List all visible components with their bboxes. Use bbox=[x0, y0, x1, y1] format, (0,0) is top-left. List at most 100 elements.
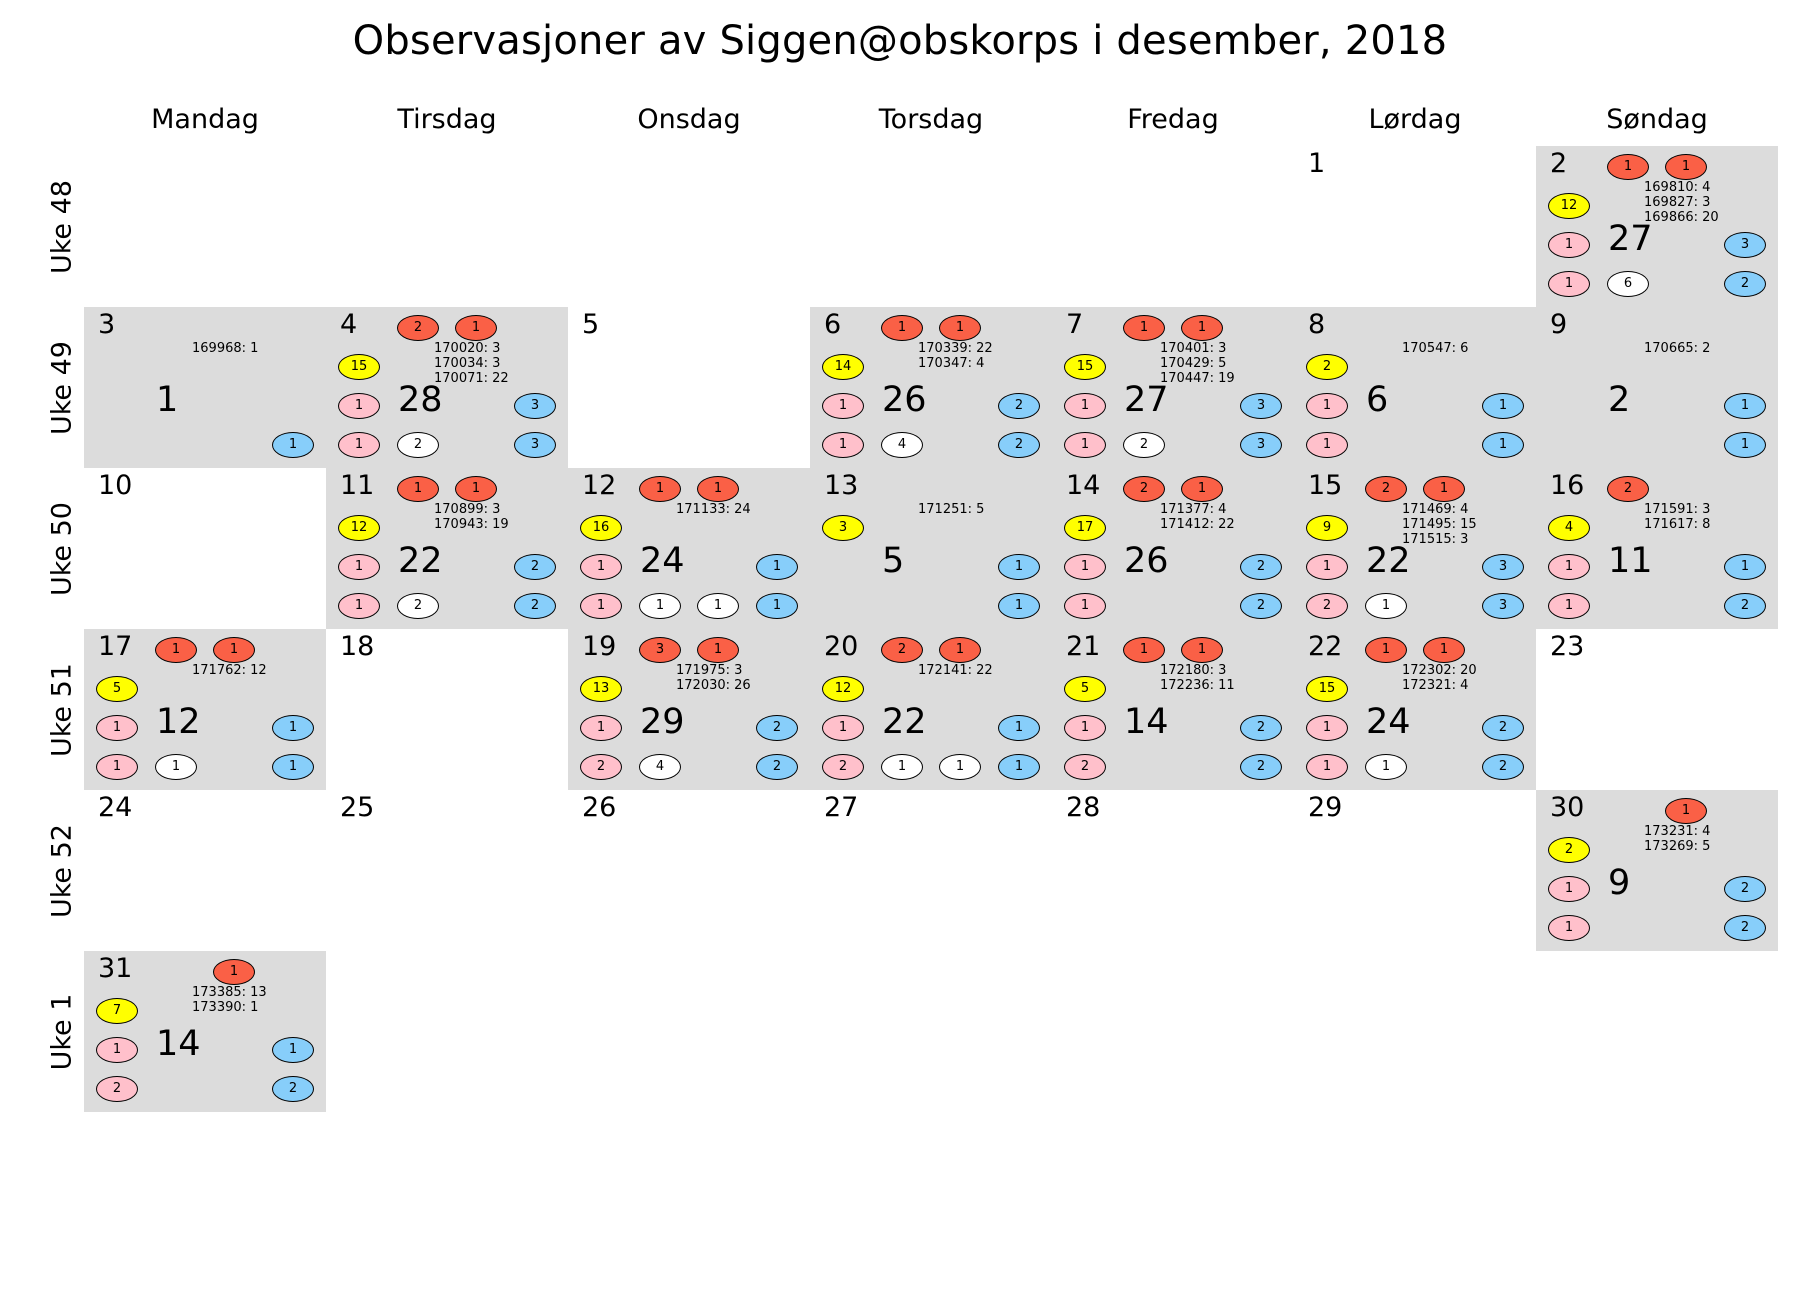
count-oval-red: 2 bbox=[397, 315, 439, 341]
count-oval-blue: 1 bbox=[998, 715, 1040, 741]
day-name-6: Søndag bbox=[1606, 104, 1708, 135]
count-oval-pink: 1 bbox=[338, 554, 380, 580]
observation-ids: 171133: 24 bbox=[676, 502, 751, 517]
observation-id: 169866: 20 bbox=[1644, 210, 1719, 225]
observation-ids: 170547: 6 bbox=[1402, 341, 1468, 356]
count-oval-blue: 3 bbox=[1724, 232, 1766, 258]
count-oval-red: 1 bbox=[697, 476, 739, 502]
week-label-0: Uke 48 bbox=[46, 179, 78, 274]
observation-id: 170943: 19 bbox=[434, 517, 509, 532]
day-cell-11: 11 22 170899: 3 170943: 19 1 1 12 1 1 2 2 2 bbox=[326, 468, 568, 629]
count-oval-red: 1 bbox=[1423, 476, 1465, 502]
day-name-0: Mandag bbox=[151, 104, 259, 135]
day-total: 6 bbox=[1366, 380, 1389, 420]
observation-id: 171591: 3 bbox=[1644, 502, 1711, 517]
count-oval-red: 2 bbox=[1607, 476, 1649, 502]
observation-id: 171617: 8 bbox=[1644, 517, 1711, 532]
count-oval-pink: 1 bbox=[96, 754, 138, 780]
count-oval-pink: 1 bbox=[580, 593, 622, 619]
day-cell-7: 7 27 170401: 3 170429: 5 170447: 19 1 1 15 1 1 2 3 3 bbox=[1052, 307, 1294, 468]
count-oval-red: 1 bbox=[939, 315, 981, 341]
observation-id: 169810: 4 bbox=[1644, 180, 1711, 195]
count-oval-red: 1 bbox=[213, 637, 255, 663]
day-number: 5 bbox=[582, 309, 600, 340]
count-oval-yellow: 15 bbox=[1064, 354, 1106, 380]
day-cell-10: 10 bbox=[84, 468, 326, 629]
count-oval-blue: 2 bbox=[1482, 715, 1524, 741]
observation-ids: 172302: 20 172321: 4 bbox=[1402, 663, 1477, 693]
observation-id: 170339: 22 bbox=[918, 341, 993, 356]
day-cell-26: 26 bbox=[568, 790, 810, 951]
day-number: 9 bbox=[1550, 309, 1568, 340]
count-oval-white: 1 bbox=[1365, 593, 1407, 619]
observation-id: 173385: 13 bbox=[192, 985, 267, 1000]
count-oval-pink: 1 bbox=[1548, 915, 1590, 941]
observation-id: 170020: 3 bbox=[434, 341, 501, 356]
day-name-1: Tirsdag bbox=[397, 104, 497, 135]
day-name-4: Fredag bbox=[1127, 104, 1219, 135]
day-total: 26 bbox=[1124, 541, 1169, 581]
day-number: 7 bbox=[1066, 309, 1084, 340]
day-cell-1: 1 bbox=[1294, 146, 1536, 307]
count-oval-red: 1 bbox=[1665, 798, 1707, 824]
day-total: 27 bbox=[1124, 380, 1169, 420]
count-oval-red: 1 bbox=[697, 637, 739, 663]
count-oval-blue: 1 bbox=[272, 432, 314, 458]
count-oval-blue: 1 bbox=[1482, 393, 1524, 419]
count-oval-blue: 1 bbox=[272, 715, 314, 741]
observation-ids: 171251: 5 bbox=[918, 502, 984, 517]
observation-ids: 169968: 1 bbox=[192, 341, 258, 356]
count-oval-blue: 3 bbox=[1482, 593, 1524, 619]
count-oval-pink: 1 bbox=[96, 715, 138, 741]
observation-ids: 172141: 22 bbox=[918, 663, 993, 678]
day-cell-28: 28 bbox=[1052, 790, 1294, 951]
count-oval-blue: 1 bbox=[272, 754, 314, 780]
observation-id: 169827: 3 bbox=[1644, 195, 1711, 210]
count-oval-blue: 2 bbox=[272, 1076, 314, 1102]
day-number: 3 bbox=[98, 309, 116, 340]
day-total: 14 bbox=[1124, 702, 1169, 742]
count-oval-yellow: 5 bbox=[96, 676, 138, 702]
count-oval-blue: 2 bbox=[1240, 593, 1282, 619]
count-oval-blue: 2 bbox=[1240, 554, 1282, 580]
day-name-3: Torsdag bbox=[878, 104, 984, 135]
count-oval-blue: 3 bbox=[1240, 432, 1282, 458]
count-oval-yellow: 3 bbox=[822, 515, 864, 541]
count-oval-blue: 1 bbox=[998, 593, 1040, 619]
day-number: 23 bbox=[1550, 631, 1585, 662]
day-name-2: Onsdag bbox=[637, 104, 741, 135]
count-oval-white: 1 bbox=[1365, 754, 1407, 780]
count-oval-white: 1 bbox=[939, 754, 981, 780]
week-label-4: Uke 52 bbox=[46, 823, 78, 918]
day-number: 25 bbox=[340, 792, 375, 823]
observation-ids: 169810: 4 169827: 3 169866: 20 bbox=[1644, 180, 1719, 225]
count-oval-blue: 1 bbox=[1724, 432, 1766, 458]
count-oval-white: 6 bbox=[1607, 271, 1649, 297]
count-oval-yellow: 15 bbox=[338, 354, 380, 380]
count-oval-blue: 2 bbox=[998, 393, 1040, 419]
day-number: 26 bbox=[582, 792, 617, 823]
day-number: 29 bbox=[1308, 792, 1343, 823]
count-oval-red: 1 bbox=[639, 476, 681, 502]
observation-id: 170347: 4 bbox=[918, 356, 985, 371]
day-cell-6: 6 26 170339: 22 170347: 4 1 1 14 1 1 4 2 2 bbox=[810, 307, 1052, 468]
day-cell-21: 21 14 172180: 3 172236: 11 1 1 5 1 2 2 2 bbox=[1052, 629, 1294, 790]
count-oval-pink: 1 bbox=[822, 432, 864, 458]
count-oval-red: 1 bbox=[1181, 315, 1223, 341]
day-number: 19 bbox=[582, 631, 617, 662]
count-oval-yellow: 15 bbox=[1306, 676, 1348, 702]
count-oval-pink: 1 bbox=[1548, 232, 1590, 258]
observation-id: 170401: 3 bbox=[1160, 341, 1227, 356]
observation-id: 170429: 5 bbox=[1160, 356, 1227, 371]
count-oval-pink: 1 bbox=[1064, 393, 1106, 419]
observation-ids: 173385: 13 173390: 1 bbox=[192, 985, 267, 1015]
count-oval-red: 1 bbox=[1607, 154, 1649, 180]
count-oval-blue: 3 bbox=[514, 393, 556, 419]
count-oval-white: 2 bbox=[397, 593, 439, 619]
count-oval-blue: 2 bbox=[1724, 876, 1766, 902]
count-oval-yellow: 9 bbox=[1306, 515, 1348, 541]
count-oval-white: 2 bbox=[1123, 432, 1165, 458]
day-total: 22 bbox=[1366, 541, 1411, 581]
